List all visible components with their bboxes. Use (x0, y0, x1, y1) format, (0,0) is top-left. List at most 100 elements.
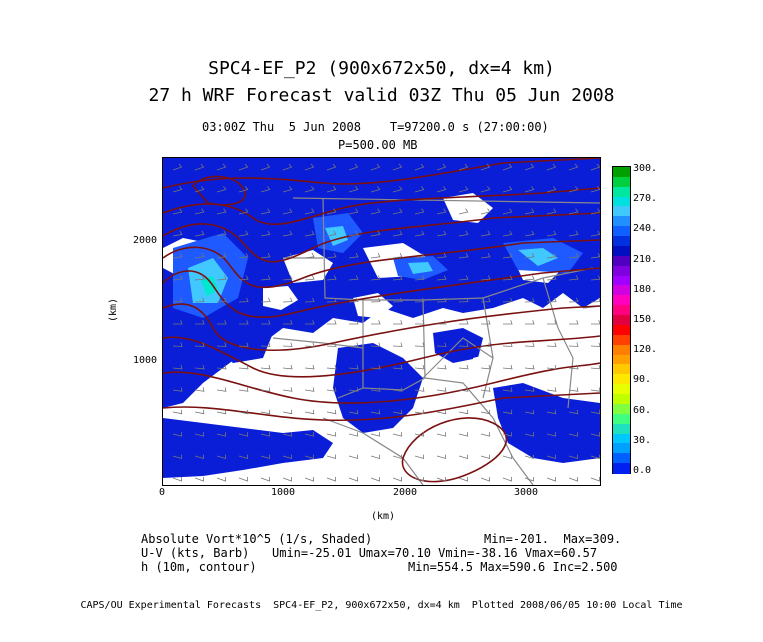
wind-barb (348, 477, 358, 482)
wind-barb (282, 387, 293, 392)
wind-barb (348, 297, 359, 303)
wind-barb (216, 230, 227, 237)
wind-barb (392, 454, 403, 460)
wind-barb (348, 253, 359, 259)
colorbar-label: 210. (633, 253, 658, 265)
wind-barb (305, 320, 315, 325)
colorbar (612, 166, 631, 474)
colorbar-swatch (613, 334, 630, 346)
wind-barb (172, 454, 183, 460)
wind-barb (524, 230, 535, 237)
wind-stats: Umin=-25.01 Umax=70.10 Vmin=-38.16 Vmax=… (272, 546, 598, 560)
wind-barb (459, 320, 469, 325)
wind-barb (238, 208, 249, 215)
wind-barb (480, 186, 491, 193)
colorbar-label: 240. (633, 223, 658, 235)
wind-barb (194, 342, 205, 347)
wind-barb (436, 275, 447, 281)
wind-barb (282, 163, 293, 171)
title-line-2: 27 h WRF Forecast valid 03Z Thu 05 Jun 2… (148, 85, 615, 106)
colorbar-swatch (613, 344, 630, 356)
colorbar-swatch (613, 463, 630, 474)
wind-barb (392, 409, 403, 415)
wind-barb (590, 432, 600, 437)
colorbar-swatch (613, 226, 630, 237)
wind-barb (502, 409, 513, 415)
wind-barb (524, 253, 535, 259)
wind-barb (304, 163, 315, 171)
wind-barb (260, 409, 271, 415)
wind-barb (568, 275, 579, 281)
x-tick-1000: 1000 (271, 487, 296, 498)
wind-barb (392, 275, 403, 281)
wind-barb (370, 477, 380, 482)
wind-barb (414, 387, 425, 392)
wind-barb (568, 297, 579, 303)
map-canvas (163, 158, 600, 485)
wind-barb (282, 432, 293, 437)
wind-barb (414, 432, 425, 437)
colorbar-swatch (613, 374, 630, 385)
wind-barb (172, 186, 183, 193)
wind-barb (216, 253, 227, 259)
wind-barb (370, 186, 381, 193)
wind-barb (326, 454, 337, 460)
wind-barb (414, 253, 425, 259)
wind-barb (194, 477, 204, 482)
wind-barb (326, 477, 336, 482)
wind-barb (502, 163, 513, 171)
wind-barb (502, 477, 512, 482)
wind-barb (194, 409, 205, 415)
wind-barb (502, 297, 513, 303)
wind-barb (480, 230, 491, 237)
wind-barb (480, 454, 491, 460)
wind-barb (546, 432, 557, 437)
wind-barb (414, 477, 424, 482)
wind-barb (568, 163, 579, 171)
wind-barb (304, 364, 315, 370)
wind-barb (590, 364, 600, 370)
wind-barb (260, 253, 271, 259)
wind-barb (546, 186, 557, 193)
wind-barb (546, 364, 557, 370)
wind-barb (216, 297, 227, 303)
wind-barb (370, 275, 381, 281)
wind-barb (260, 364, 271, 370)
wind-barb (502, 208, 513, 215)
wind-barb (194, 364, 205, 370)
wind-barb (238, 253, 249, 259)
wind-barb (480, 342, 491, 347)
wind-barb (524, 477, 534, 482)
wind-barb (238, 163, 249, 171)
wind-barb (370, 208, 381, 215)
wind-barb (326, 387, 337, 392)
wind-barb (194, 454, 205, 460)
wind-barb (436, 230, 447, 237)
colorbar-swatch (613, 216, 630, 227)
wind-barb (502, 342, 513, 347)
wind-barb (502, 275, 513, 281)
colorbar-swatch (613, 433, 630, 444)
wind-barb (282, 477, 292, 482)
wind-barb (216, 364, 227, 370)
wind-barb (546, 409, 557, 415)
wind-barb (436, 409, 447, 415)
colorbar-swatch (613, 295, 630, 306)
wind-barb (568, 342, 579, 347)
wind-barb (414, 275, 425, 281)
height-label: h (10m, contour) (141, 560, 257, 574)
colorbar-swatch (613, 245, 630, 257)
x-tick-2000: 2000 (393, 487, 418, 498)
wind-barb (568, 454, 579, 460)
wind-barb (414, 230, 425, 237)
wind-barb (217, 320, 227, 325)
colorbar-label: 120. (633, 344, 658, 356)
wind-barb (480, 163, 491, 171)
colorbar-label: 270. (633, 193, 658, 205)
wind-barb (414, 297, 425, 303)
wind-barb (436, 477, 446, 482)
wind-barb (216, 186, 227, 193)
wind-barb (524, 163, 535, 171)
valid-time-line: 03:00Z Thu 5 Jun 2008 T=97200.0 s (27:00… (202, 120, 549, 134)
wind-barb (326, 364, 337, 370)
